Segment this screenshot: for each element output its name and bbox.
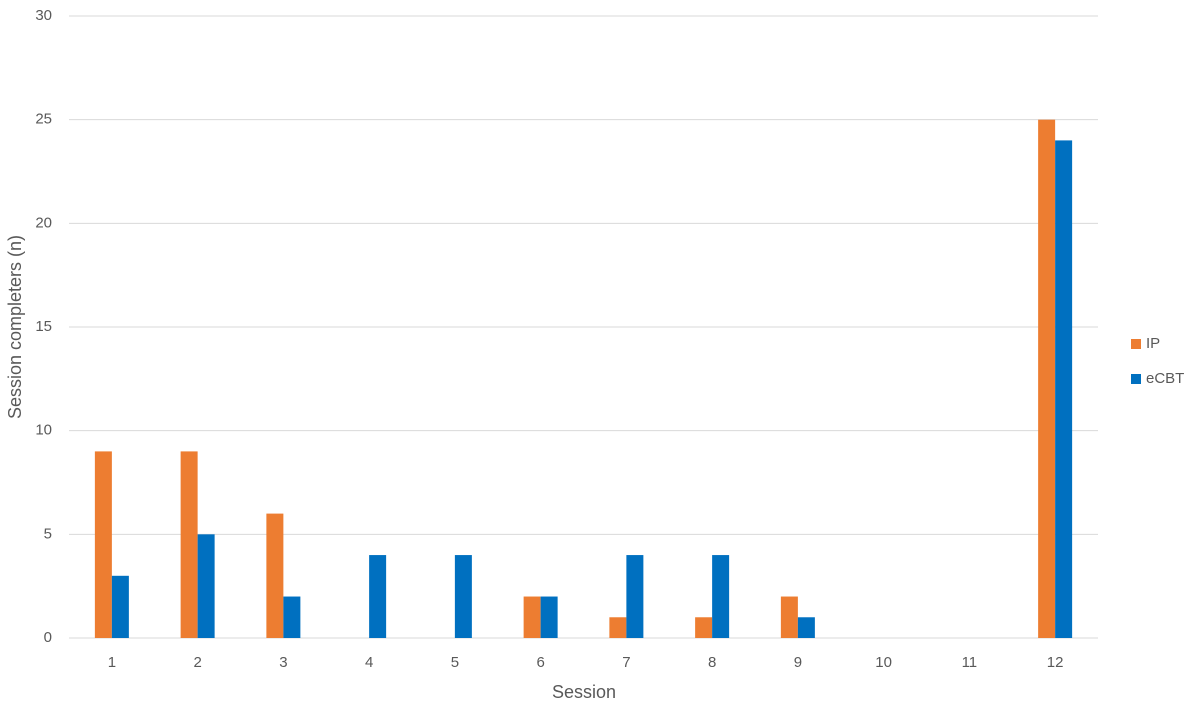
x-tick-label: 8 [708,654,716,671]
bar [797,617,815,638]
bar [111,575,129,638]
x-tick-label: 3 [279,654,287,671]
legend-label: IP [1146,335,1160,352]
x-tick-label: 11 [962,654,978,671]
x-axis-label: Session [552,682,616,702]
bar [454,555,472,638]
bar [609,617,627,638]
bar [266,513,284,638]
x-tick-label: 12 [1047,654,1064,671]
bar [197,534,215,638]
bar [780,596,798,638]
bar [1055,140,1073,638]
bar [369,555,387,638]
x-tick-label: 9 [794,654,802,671]
legend-swatch [1131,339,1141,349]
bar [1038,119,1056,638]
x-tick-label: 7 [622,654,630,671]
bar [540,596,558,638]
y-tick-label: 10 [35,422,52,439]
x-tick-label: 4 [365,654,373,671]
x-tick-label: 1 [108,654,116,671]
bar [626,555,644,638]
bar [180,451,198,638]
y-axis-label: Session completers (n) [5,235,25,419]
x-tick-label: 10 [875,654,892,671]
y-tick-label: 0 [44,629,52,646]
bar [712,555,730,638]
y-tick-label: 20 [35,214,52,231]
bar [523,596,541,638]
legend-swatch [1131,374,1141,384]
x-tick-label: 6 [536,654,544,671]
y-tick-label: 25 [35,111,52,128]
x-tick-label: 2 [193,654,201,671]
bar [695,617,713,638]
bar [94,451,112,638]
y-tick-label: 15 [35,318,52,335]
y-tick-label: 5 [44,525,52,542]
y-tick-label: 30 [35,7,52,24]
legend-label: eCBT [1146,370,1184,387]
x-tick-label: 5 [451,654,459,671]
bar [283,596,301,638]
